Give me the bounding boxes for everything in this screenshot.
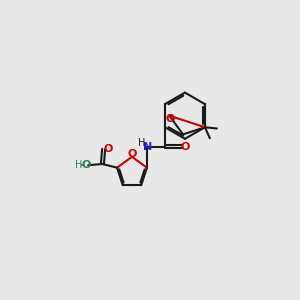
Text: N: N — [143, 142, 152, 152]
Text: O: O — [181, 142, 190, 152]
Text: O: O — [165, 114, 175, 124]
Text: O: O — [127, 148, 136, 159]
Text: H: H — [75, 160, 82, 170]
Text: -: - — [79, 159, 85, 172]
Text: H: H — [138, 138, 146, 148]
Text: O: O — [82, 160, 91, 170]
Text: O: O — [103, 144, 112, 154]
